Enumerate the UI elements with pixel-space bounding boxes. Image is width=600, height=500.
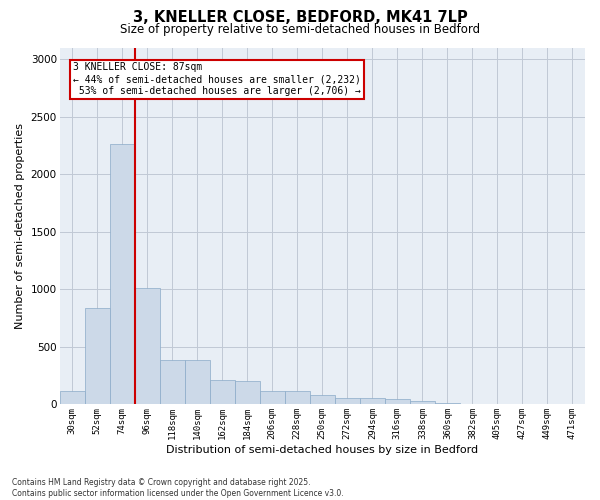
- Bar: [385, 399, 410, 404]
- Bar: [85, 308, 110, 404]
- Bar: [210, 380, 235, 404]
- Text: Size of property relative to semi-detached houses in Bedford: Size of property relative to semi-detach…: [120, 22, 480, 36]
- Bar: [134, 288, 160, 405]
- Bar: [310, 395, 335, 404]
- Bar: [235, 381, 260, 404]
- Bar: [59, 390, 85, 404]
- Text: 3 KNELLER CLOSE: 87sqm
← 44% of semi-detached houses are smaller (2,232)
 53% of: 3 KNELLER CLOSE: 87sqm ← 44% of semi-det…: [73, 62, 361, 96]
- Bar: [110, 144, 134, 405]
- Bar: [360, 398, 385, 404]
- X-axis label: Distribution of semi-detached houses by size in Bedford: Distribution of semi-detached houses by …: [166, 445, 478, 455]
- Bar: [335, 398, 360, 404]
- Bar: [285, 390, 310, 404]
- Bar: [160, 360, 185, 405]
- Y-axis label: Number of semi-detached properties: Number of semi-detached properties: [15, 123, 25, 329]
- Bar: [185, 360, 210, 405]
- Bar: [410, 401, 435, 404]
- Bar: [260, 390, 285, 404]
- Text: Contains HM Land Registry data © Crown copyright and database right 2025.
Contai: Contains HM Land Registry data © Crown c…: [12, 478, 344, 498]
- Text: 3, KNELLER CLOSE, BEDFORD, MK41 7LP: 3, KNELLER CLOSE, BEDFORD, MK41 7LP: [133, 10, 467, 25]
